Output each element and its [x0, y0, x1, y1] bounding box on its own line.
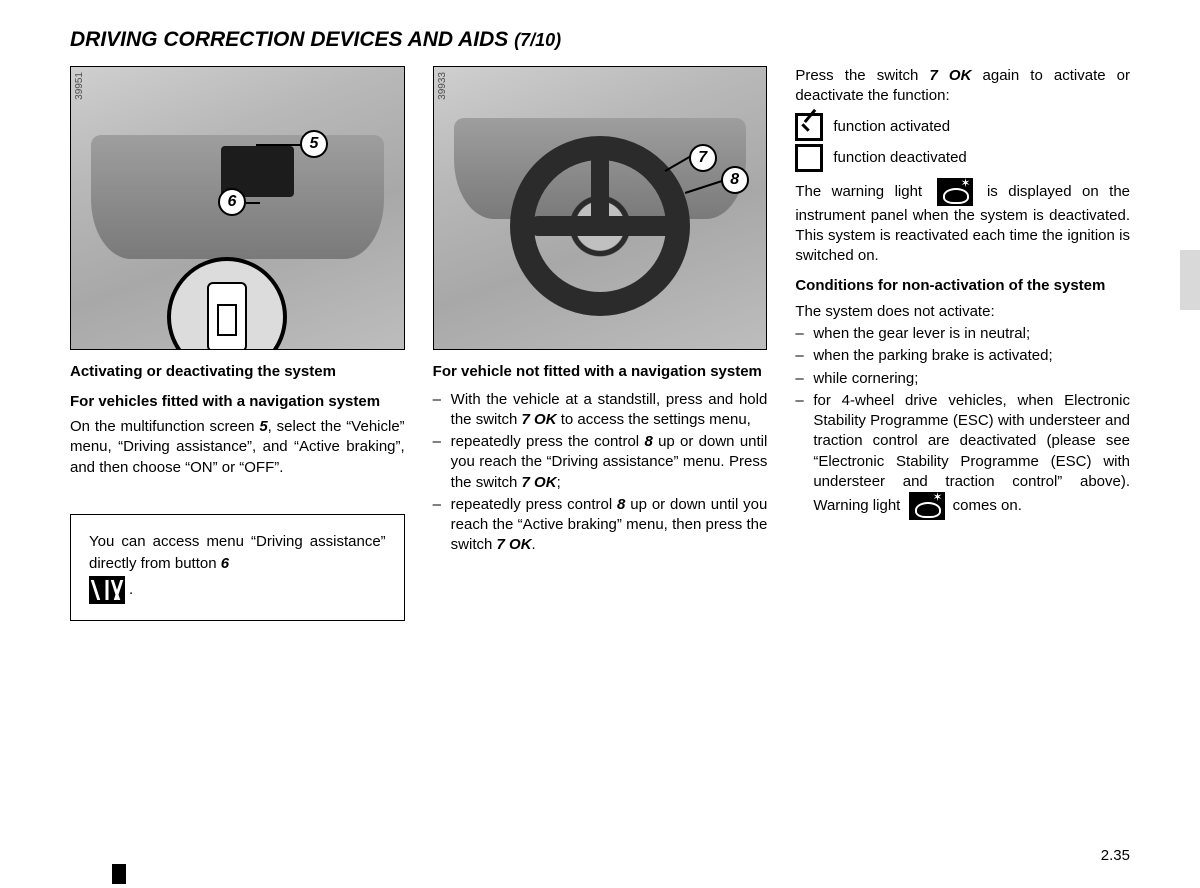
photo-id-2: 39933	[437, 72, 448, 100]
function-deactivated-row: function deactivated	[795, 144, 1130, 172]
callout-8: 8	[721, 166, 749, 194]
list-item: –With the vehicle at a standstill, press…	[433, 390, 768, 431]
col3-p1: Press the switch 7 OK again to activate …	[795, 66, 1130, 107]
list-item: –while cornering;	[795, 369, 1130, 389]
figure-2: 39933 7 8	[433, 66, 768, 350]
col3-list: –when the gear lever is in neutral; –whe…	[795, 324, 1130, 520]
col1-heading-2: For vehicles fitted with a navigation sy…	[70, 392, 405, 412]
callout-6: 6	[218, 188, 246, 216]
steering-wheel-photo	[433, 66, 768, 350]
col2-list: –With the vehicle at a standstill, press…	[433, 390, 768, 556]
checkbox-unchecked-icon	[795, 144, 823, 172]
page-number: 2.35	[1101, 847, 1130, 864]
title-page-count: (7/10)	[514, 30, 561, 50]
list-item: –repeatedly press control 8 up or down u…	[433, 495, 768, 556]
title-main: DRIVING CORRECTION DEVICES AND AIDS	[70, 28, 514, 51]
checkbox-checked-icon	[795, 113, 823, 141]
warning-light-icon	[937, 178, 973, 206]
col3-p3: The system does not activate:	[795, 302, 1130, 322]
page-title: DRIVING CORRECTION DEVICES AND AIDS (7/1…	[70, 28, 1130, 52]
magnified-button-detail	[167, 257, 287, 350]
col2-heading: For vehicle not fitted with a navigation…	[433, 362, 768, 382]
figure-1: 39951 5 6	[70, 66, 405, 350]
col1-heading-1: Activating or deactivating the system	[70, 362, 405, 382]
callout-5: 5	[300, 130, 328, 158]
column-2: 39933 7 8 For vehicle not fitted with a …	[433, 66, 768, 621]
steering-wheel-shape	[510, 136, 690, 316]
col1-paragraph: On the multifunction screen 5, select th…	[70, 417, 405, 478]
column-1: 39951 5 6 Activating or deactivating the…	[70, 66, 405, 621]
lane-assist-icon	[89, 576, 125, 604]
note-box: You can access menu “Driving assistance”…	[70, 514, 405, 621]
list-item: –when the gear lever is in neutral;	[795, 324, 1130, 344]
page-thumb-tab	[1180, 250, 1200, 310]
callout-7: 7	[689, 144, 717, 172]
list-item: –when the parking brake is activated;	[795, 346, 1130, 366]
photo-id-1: 39951	[74, 72, 85, 100]
column-3: Press the switch 7 OK again to activate …	[795, 66, 1130, 621]
function-activated-row: function activated	[795, 113, 1130, 141]
col3-p2: The warning light is displayed on the in…	[795, 178, 1130, 267]
list-item: –repeatedly press the control 8 up or do…	[433, 432, 768, 493]
list-item: –for 4-wheel drive vehicles, when Electr…	[795, 391, 1130, 520]
warning-light-icon	[909, 492, 945, 520]
footer-mark	[112, 864, 126, 884]
content-columns: 39951 5 6 Activating or deactivating the…	[70, 66, 1130, 621]
col3-heading: Conditions for non-activation of the sys…	[795, 276, 1130, 296]
